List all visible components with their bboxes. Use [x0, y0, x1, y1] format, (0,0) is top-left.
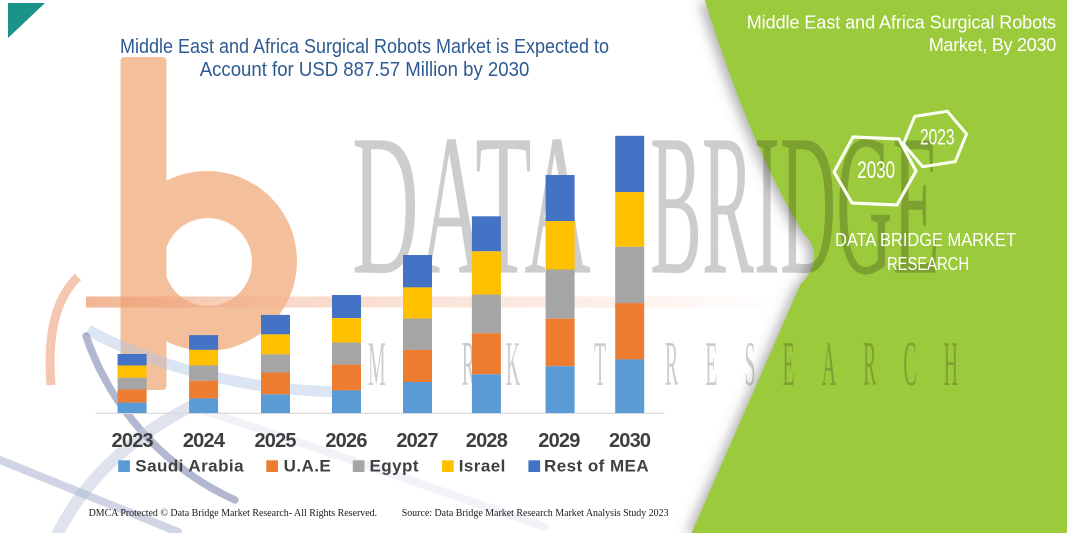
svg-text:2027: 2027	[396, 430, 438, 452]
svg-text:Saudi Arabia: Saudi Arabia	[135, 457, 244, 476]
svg-text:DATA BRIDGE MARKET: DATA BRIDGE MARKET	[835, 230, 1016, 250]
svg-text:Middle East and Africa Surgica: Middle East and Africa Surgical Robots	[747, 12, 1056, 32]
svg-text:Middle East and Africa Surgica: Middle East and Africa Surgical Robots M…	[120, 36, 609, 58]
svg-text:Account for USD 887.57 Million: Account for USD 887.57 Million by 2030	[200, 59, 530, 81]
svg-text:2023: 2023	[920, 125, 955, 150]
svg-text:Market, By 2030: Market, By 2030	[929, 35, 1057, 55]
svg-text:2030: 2030	[857, 157, 895, 184]
svg-text:U.A.E: U.A.E	[284, 457, 332, 476]
svg-text:Rest of MEA: Rest of MEA	[544, 457, 649, 476]
svg-text:Israel: Israel	[459, 457, 506, 476]
svg-text:2028: 2028	[466, 430, 508, 452]
svg-text:Egypt: Egypt	[370, 457, 419, 476]
svg-text:RESEARCH: RESEARCH	[887, 254, 969, 274]
svg-text:DMCA Protected © Data Bridge M: DMCA Protected © Data Bridge Market Rese…	[89, 508, 378, 519]
svg-text:2029: 2029	[538, 430, 580, 452]
svg-text:2025: 2025	[254, 430, 296, 452]
svg-text:2024: 2024	[183, 430, 226, 452]
svg-text:2030: 2030	[609, 430, 651, 452]
svg-text:2026: 2026	[325, 430, 367, 452]
svg-text:Source: Data Bridge Market Res: Source: Data Bridge Market Research Mark…	[402, 508, 669, 519]
svg-text:2023: 2023	[112, 430, 154, 452]
